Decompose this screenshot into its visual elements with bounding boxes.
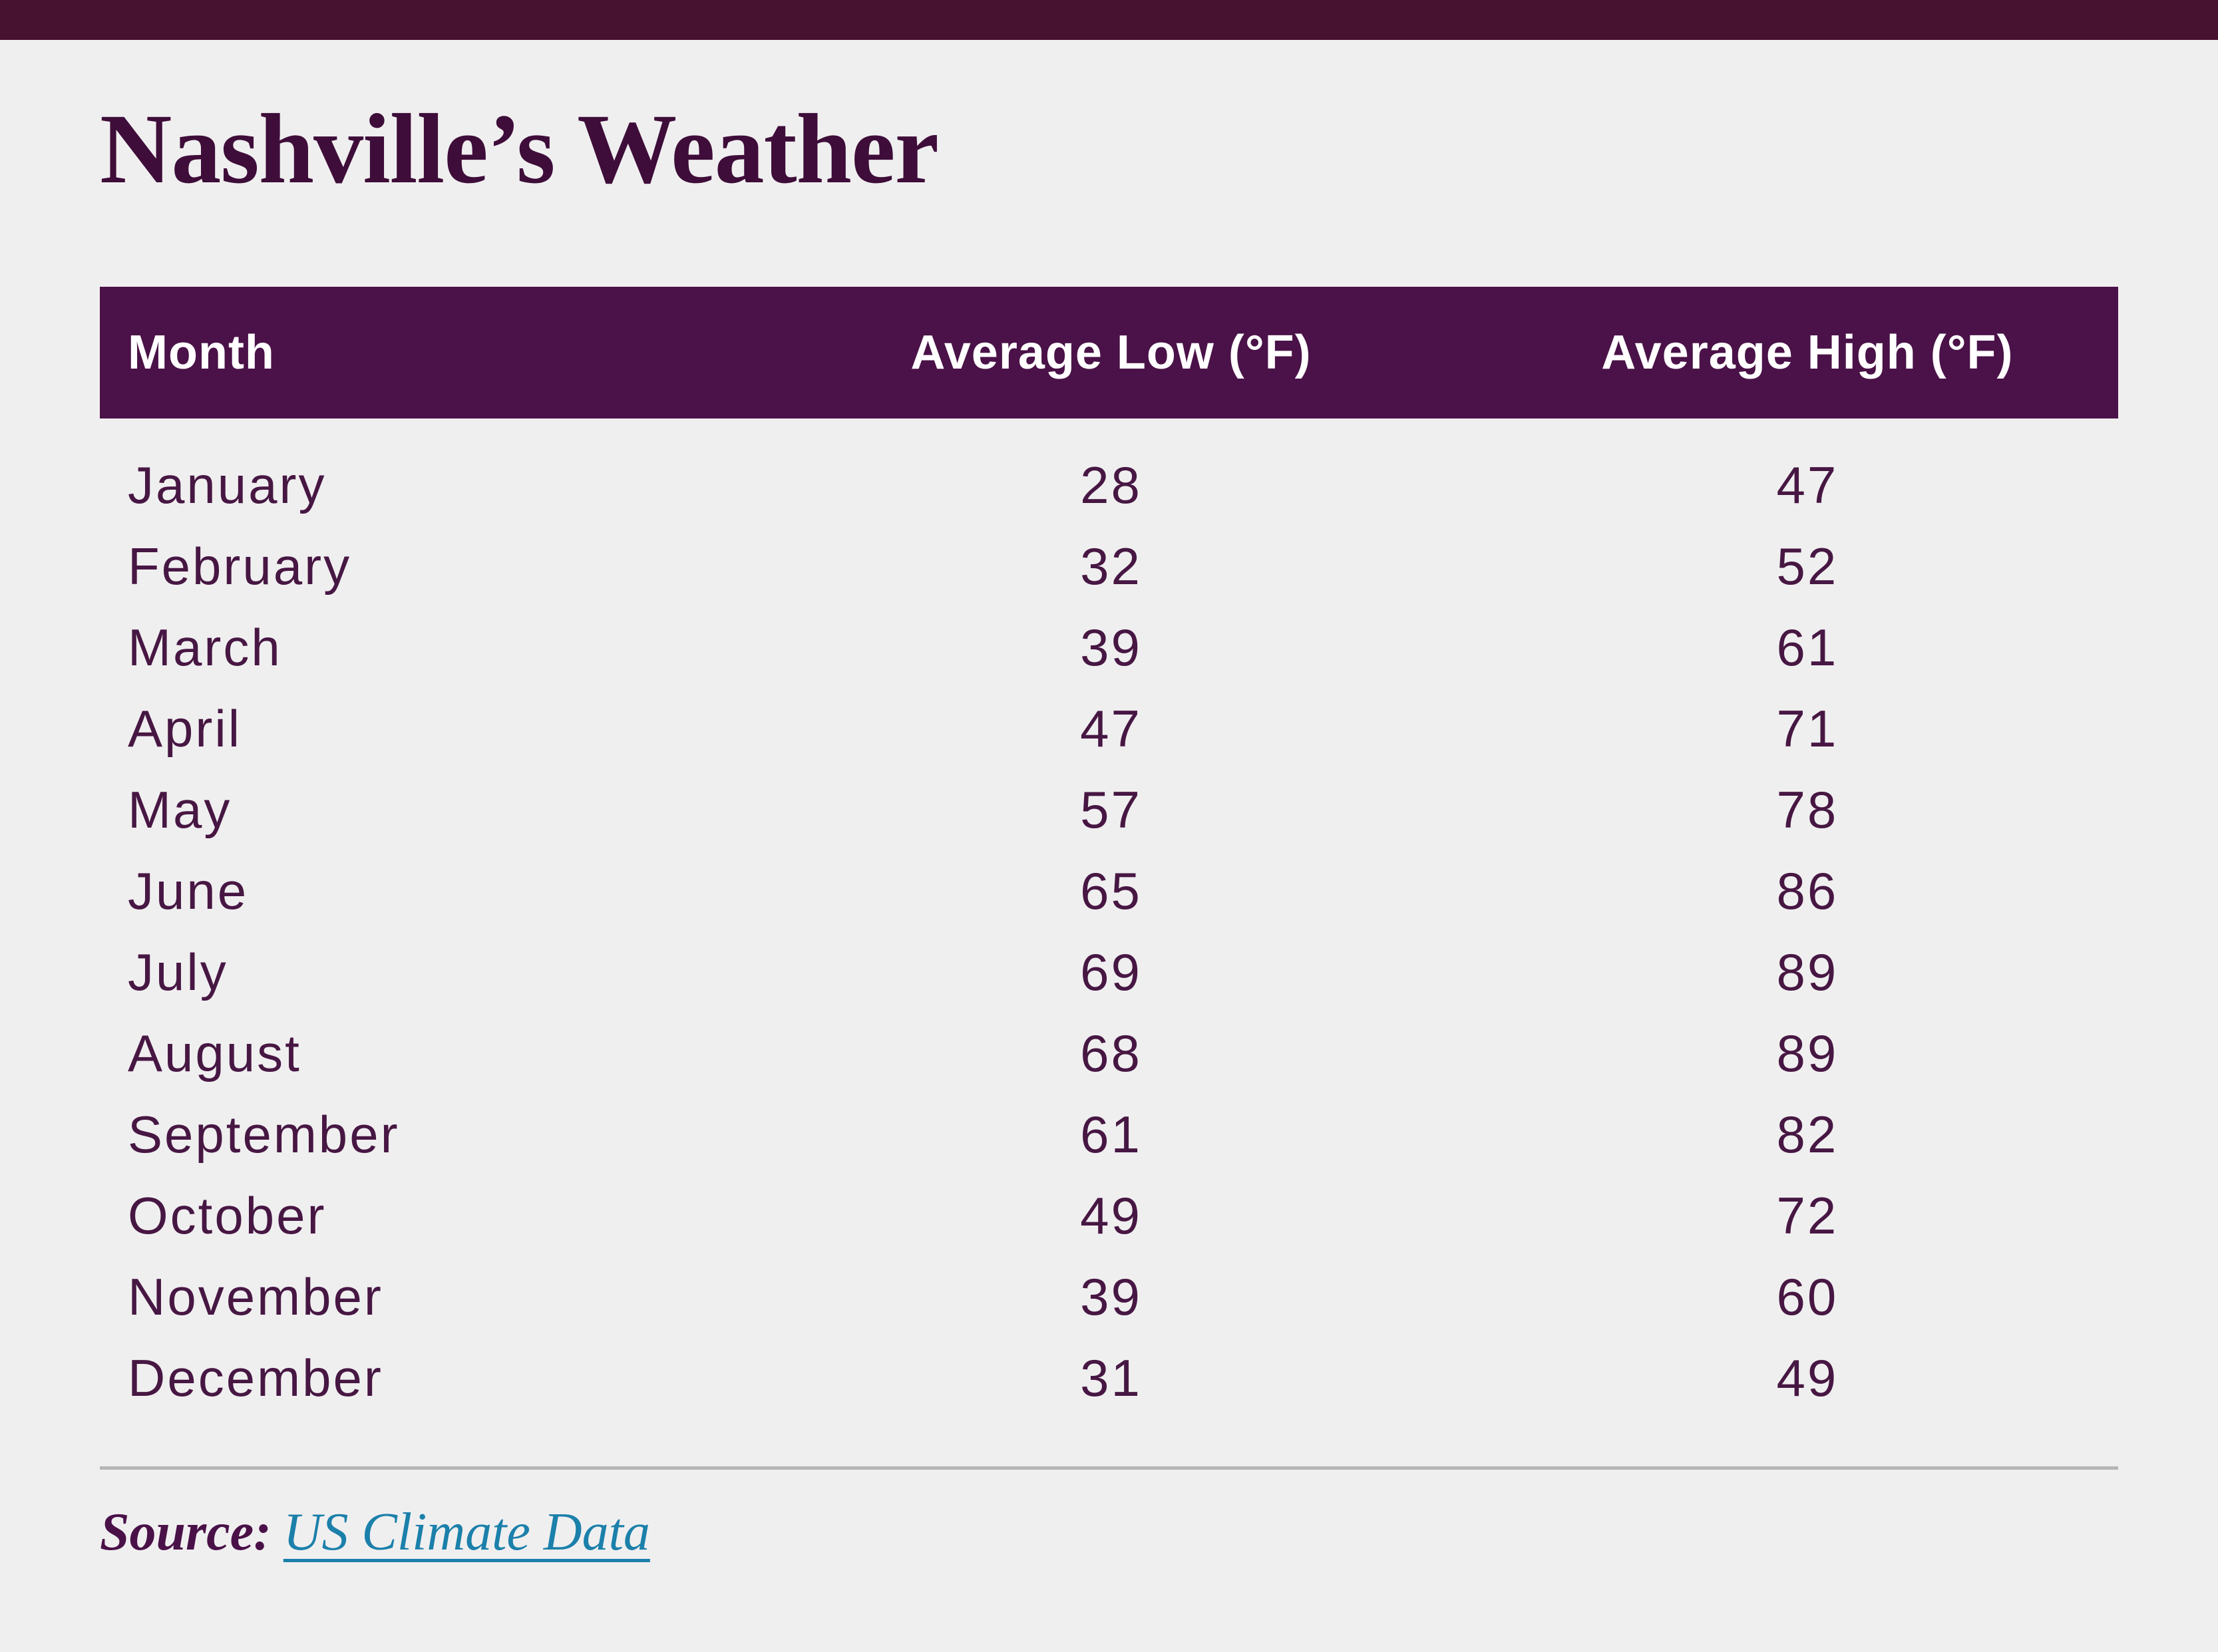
high-cell: 60 — [1776, 1267, 1839, 1326]
high-cell: 52 — [1776, 537, 1839, 595]
table-row: September 61 82 — [100, 1094, 2118, 1176]
low-cell: 69 — [1080, 943, 1142, 1001]
source-line: Source: US Climate Data — [100, 1498, 2118, 1567]
month-cell: June — [128, 862, 249, 920]
table-row: March 39 61 — [100, 607, 2118, 689]
month-cell: February — [128, 537, 352, 595]
table-row: October 49 72 — [100, 1176, 2118, 1257]
source-divider — [100, 1466, 2118, 1470]
table-row: August 68 89 — [100, 1013, 2118, 1094]
low-cell: 28 — [1080, 456, 1142, 514]
high-cell: 72 — [1776, 1186, 1839, 1245]
month-cell: July — [128, 943, 228, 1001]
high-cell: 61 — [1776, 618, 1839, 677]
table-header: Month Average Low (°F) Average High (°F) — [100, 286, 2118, 418]
month-cell: March — [128, 618, 282, 677]
month-cell: May — [128, 780, 232, 839]
high-cell: 86 — [1776, 862, 1839, 920]
low-cell: 39 — [1080, 618, 1142, 677]
low-cell: 31 — [1080, 1349, 1142, 1407]
high-cell: 71 — [1776, 699, 1839, 758]
month-cell: April — [128, 699, 242, 758]
month-cell: September — [128, 1105, 400, 1164]
table-row: June 65 86 — [100, 851, 2118, 932]
header-month: Month — [128, 325, 275, 379]
high-cell: 47 — [1776, 456, 1839, 514]
high-cell: 89 — [1776, 1024, 1839, 1082]
header-average-low: Average Low (°F) — [910, 325, 1312, 379]
low-cell: 39 — [1080, 1267, 1142, 1326]
low-cell: 68 — [1080, 1024, 1142, 1082]
header-average-high: Average High (°F) — [1601, 325, 2014, 379]
low-cell: 61 — [1080, 1105, 1142, 1164]
low-cell: 32 — [1080, 537, 1142, 595]
table-row: November 39 60 — [100, 1257, 2118, 1338]
table-row: January 28 47 — [100, 445, 2118, 526]
month-cell: December — [128, 1349, 383, 1407]
high-cell: 82 — [1776, 1105, 1839, 1164]
table-row: May 57 78 — [100, 770, 2118, 851]
table-body: January 28 47 February 32 52 March 39 61… — [100, 445, 2118, 1419]
month-cell: November — [128, 1267, 383, 1326]
table-row: April 47 71 — [100, 689, 2118, 770]
low-cell: 47 — [1080, 699, 1142, 758]
source-link[interactable]: US Climate Data — [283, 1502, 650, 1562]
source-label: Source: — [100, 1502, 272, 1562]
high-cell: 89 — [1776, 943, 1839, 1001]
top-accent-bar — [0, 0, 2218, 40]
weather-table: Month Average Low (°F) Average High (°F)… — [100, 286, 2118, 1419]
table-row: July 69 89 — [100, 932, 2118, 1013]
month-cell: October — [128, 1186, 327, 1245]
month-cell: January — [128, 456, 327, 514]
table-row: December 31 49 — [100, 1338, 2118, 1419]
high-cell: 49 — [1776, 1349, 1839, 1407]
low-cell: 65 — [1080, 862, 1142, 920]
month-cell: August — [128, 1024, 301, 1082]
high-cell: 78 — [1776, 780, 1839, 839]
low-cell: 57 — [1080, 780, 1142, 839]
table-row: February 32 52 — [100, 526, 2118, 607]
low-cell: 49 — [1080, 1186, 1142, 1245]
page-title: Nashville’s Weather — [100, 94, 939, 204]
